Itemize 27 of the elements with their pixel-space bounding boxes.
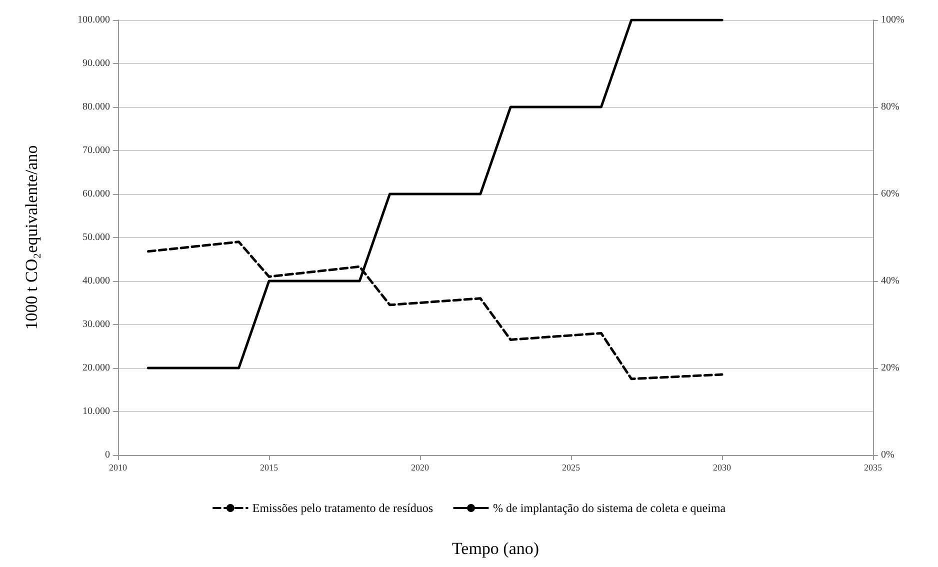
y-tick-label: 100.000 — [78, 14, 110, 26]
y-axis-title: 1000 t CO₂equivalente/ano — [22, 145, 41, 330]
y-tick-label: 60.000 — [82, 188, 110, 200]
y-tick-label: 50.000 — [82, 232, 110, 243]
y-tick-label: 80.000 — [82, 102, 110, 112]
y-tick-label: 90.000 — [82, 58, 110, 69]
y-tick-label: 70.000 — [82, 145, 110, 156]
x-tick-label: 2010 — [109, 462, 128, 472]
y-tick-label: 0 — [105, 450, 110, 460]
y2-tick-label: 100% — [881, 14, 904, 26]
y-tick-label: 30.000 — [82, 319, 110, 330]
y2-tick-label: 40% — [881, 276, 900, 286]
x-tick-label: 2020 — [411, 462, 430, 472]
x-tick-label: 2015 — [260, 462, 278, 472]
y2-tick-label: 0% — [881, 450, 894, 460]
y2-tick-label: 20% — [881, 362, 900, 374]
x-axis-title: Tempo (ano) — [452, 539, 540, 558]
y-tick-label: 40.000 — [82, 276, 110, 286]
x-tick-label: 2035 — [864, 462, 882, 472]
y2-tick-label: 60% — [881, 188, 900, 200]
legend-label: % de implantação do sistema de coleta e queima — [493, 501, 726, 515]
x-tick-label: 2025 — [562, 462, 580, 472]
legend-label: Emissões pelo tratamento de resíduos — [252, 501, 434, 515]
y-tick-label: 10.000 — [82, 406, 110, 417]
y-tick-label: 20.000 — [82, 362, 110, 374]
x-tick-label: 2030 — [713, 462, 732, 472]
y2-tick-label: 80% — [881, 102, 900, 112]
